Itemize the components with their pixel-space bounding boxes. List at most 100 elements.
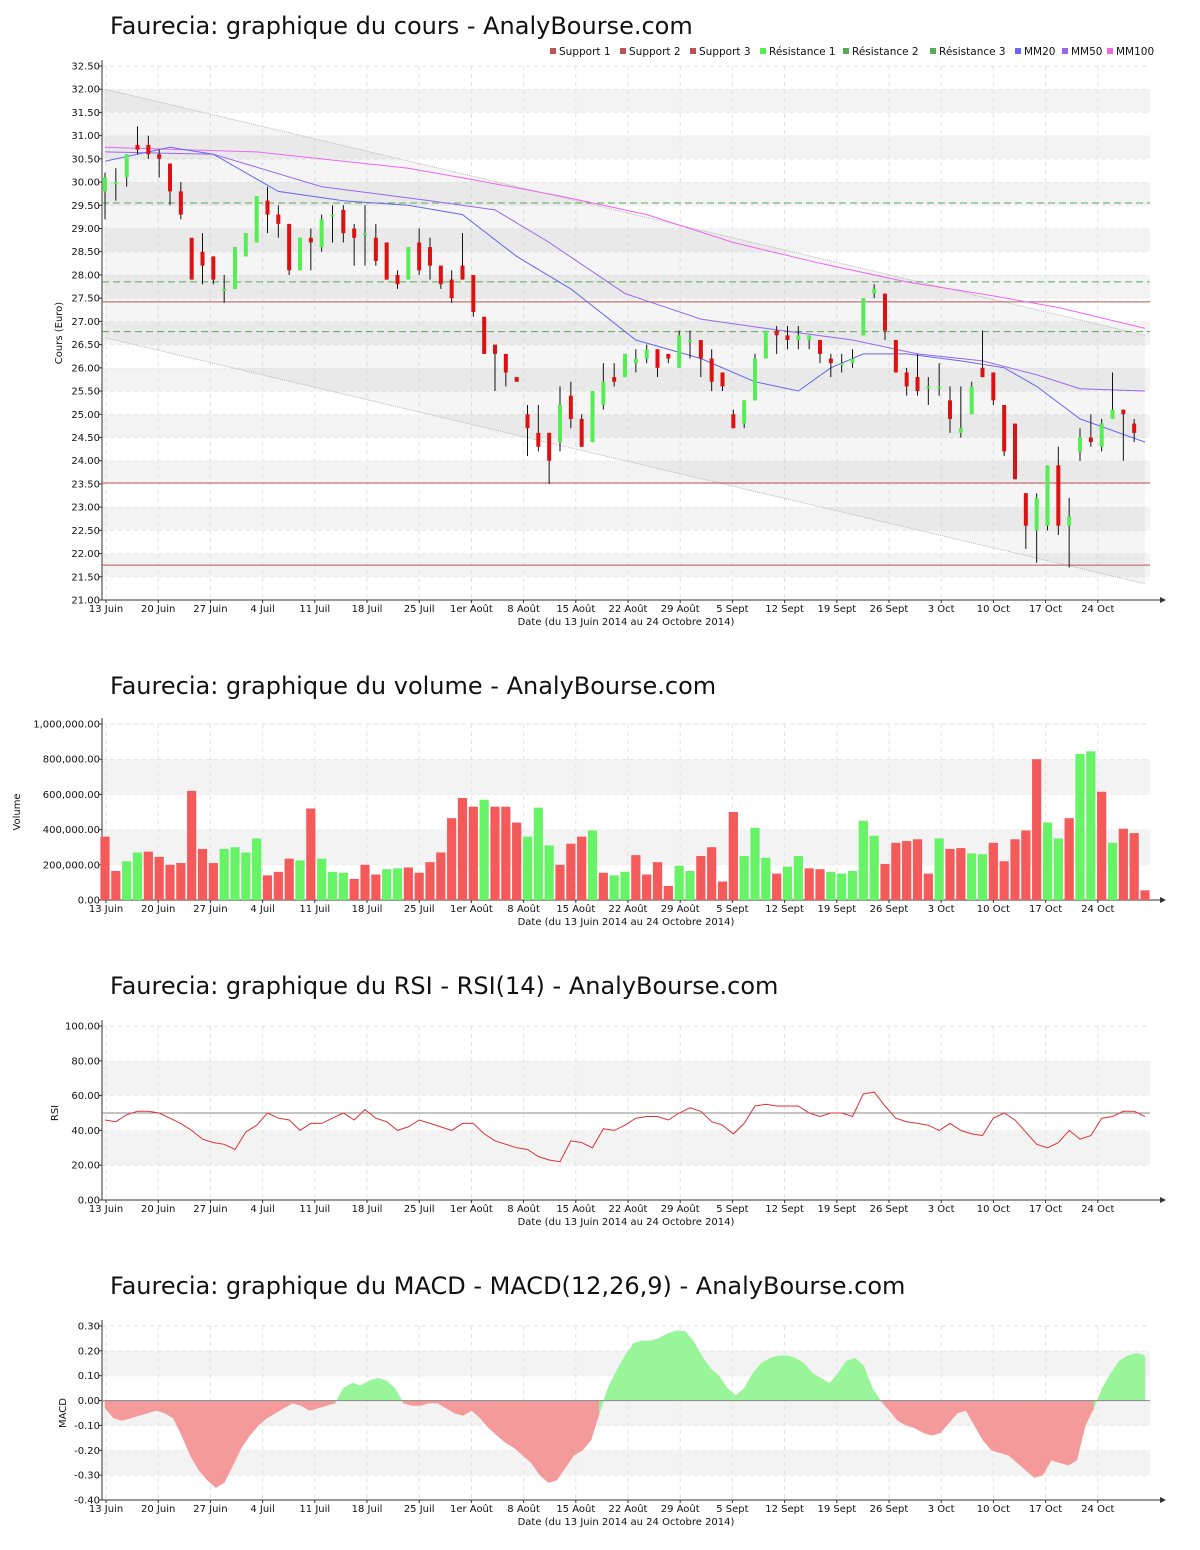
x-tick-label: 4 Juil (250, 604, 274, 615)
volume-bar (956, 848, 966, 900)
y-tick-label: 0.20 (78, 1346, 100, 1357)
candle (276, 205, 281, 238)
y-axis-label: MACD (58, 1398, 69, 1428)
macd-area-segment (215, 1400, 225, 1489)
volume-bar (587, 830, 598, 900)
candle (893, 339, 898, 373)
x-tick-label: 1er Août (450, 603, 493, 615)
x-tick-label: 17 Oct (1029, 1204, 1062, 1215)
candle-body (1088, 437, 1093, 443)
x-tick-label: 26 Sept (870, 604, 909, 615)
candle-body (449, 279, 454, 299)
candle-body (124, 154, 129, 178)
candle (287, 223, 292, 275)
candle-body (1067, 516, 1072, 526)
candle (146, 135, 151, 159)
x-tick-label: 10 Oct (977, 1504, 1010, 1515)
x-tick-label: 29 Août (661, 1203, 700, 1215)
legend-swatch (1107, 48, 1113, 54)
candle-body (893, 339, 898, 373)
candle (872, 284, 877, 299)
candle-body (579, 418, 584, 447)
y-tick-label: -0.40 (74, 1496, 100, 1507)
candle-body (666, 353, 671, 359)
candle (720, 372, 725, 392)
volume-bar (154, 856, 164, 900)
band (102, 321, 1150, 345)
volume-bar (132, 852, 143, 900)
y-tick-label: 29.50 (71, 201, 100, 212)
x-tick-label: 10 Oct (977, 904, 1010, 915)
candle-body (417, 242, 422, 271)
candle-body (1002, 404, 1007, 452)
volume-bar (425, 862, 435, 900)
candle (547, 432, 552, 484)
x-tick-label: 22 Août (609, 1203, 648, 1215)
volume-bar (273, 871, 283, 900)
x-axis-arrow (1160, 1197, 1166, 1203)
candle-body (406, 247, 411, 280)
x-tick-label: 5 Sept (716, 904, 748, 915)
x-axis-label: Date (du 13 Juin 2014 au 24 Octobre 2014… (518, 917, 735, 928)
x-tick-label: 11 Juil (299, 1504, 330, 1515)
volume-bar (1140, 890, 1150, 900)
candle-body (287, 223, 292, 271)
candle-body (1078, 437, 1082, 452)
macd-area-segment (522, 1400, 532, 1464)
candle (352, 223, 357, 266)
band (102, 437, 1150, 461)
x-tick-label: 17 Oct (1029, 604, 1062, 615)
y-tick-label: -0.20 (74, 1446, 100, 1457)
candle (839, 353, 844, 373)
volume-bar (728, 812, 738, 900)
x-tick-label: 24 Oct (1081, 604, 1114, 615)
candle-body (146, 144, 151, 155)
macd-area-segment (812, 1372, 822, 1401)
candle-body (1056, 465, 1061, 526)
candle (265, 186, 270, 234)
band (102, 367, 1150, 392)
candle (926, 377, 931, 405)
candle-body (785, 335, 790, 340)
volume-chart: 0.00 200,000.00 400,000.00 600,000.00 800,00… (12, 718, 1166, 928)
candle-body (883, 293, 887, 331)
volume-bar (382, 869, 392, 900)
legend-label: MM50 (1071, 46, 1102, 58)
x-tick-label: 20 Juin (141, 604, 175, 615)
candle-body (720, 372, 725, 387)
x-tick-label: 12 Sept (765, 1504, 804, 1515)
volume-bar (934, 838, 944, 900)
y-tick-label: 200,000.00 (43, 860, 100, 871)
volume-bar (1021, 830, 1031, 900)
y-tick-label: 800,000.00 (43, 755, 100, 766)
y-tick-label: 40.00 (71, 1126, 100, 1137)
volume-bar (750, 827, 760, 900)
volume-bar (1042, 822, 1053, 900)
candle (373, 223, 378, 266)
rsi-chart: 0.00 20.00 40.00 60.00 80.00 100.00 13 Juin 20 … (50, 1020, 1166, 1228)
x-tick-label: 11 Juil (299, 1204, 330, 1215)
volume-bar (988, 842, 998, 900)
x-tick-label: 17 Oct (1029, 1504, 1062, 1515)
candle (796, 326, 801, 350)
candle-body (850, 358, 855, 364)
candle-body (1013, 423, 1017, 480)
macd-area-segment (667, 1330, 677, 1401)
volume-bar (631, 855, 641, 900)
x-tick-label: 22 Août (609, 603, 648, 615)
x-tick-label: 25 Juil (404, 1204, 435, 1215)
price-chart: 21.00 21.50 22.00 22.50 23.00 23.50 24.00 24.50… (54, 46, 1166, 628)
volume-bar (696, 856, 706, 900)
price-chart-title: Faurecia: graphique du cours - AnalyBour… (110, 12, 693, 40)
volume-bar (479, 799, 489, 900)
macd-area-segment (633, 1340, 643, 1401)
x-tick-label: 4 Juil (250, 1504, 274, 1515)
candle-body (904, 372, 909, 387)
volume-bar (327, 871, 338, 900)
candle (525, 404, 530, 457)
x-tick-label: 17 Oct (1029, 904, 1062, 915)
volume-bar (230, 847, 240, 900)
volume-bar (674, 865, 684, 900)
macd-area-segment (1059, 1400, 1069, 1466)
macd-area-segment (207, 1400, 217, 1489)
